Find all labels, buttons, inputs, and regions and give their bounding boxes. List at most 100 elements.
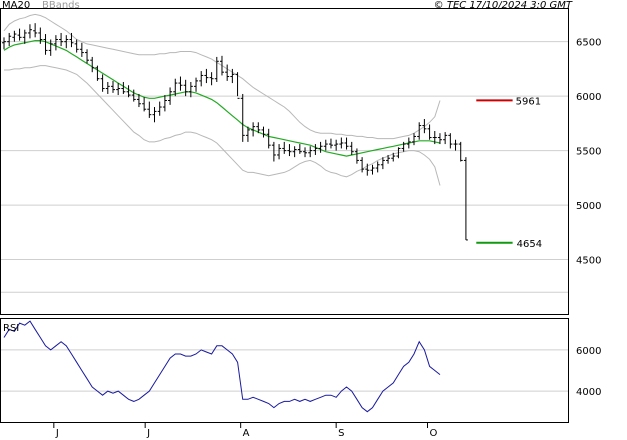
rsi-grid (1, 349, 568, 392)
ohlc-bar-1 (7, 32, 12, 47)
ohlc-bar-85 (443, 132, 448, 145)
ma20-path (3, 40, 441, 157)
ohlc-bar-11 (59, 32, 64, 47)
ohlc-bar-40 (209, 72, 214, 86)
ohlc-bar-87 (453, 139, 458, 151)
ohlc-bar-53 (277, 144, 282, 160)
ohlc-bar-15 (79, 42, 84, 57)
ma20-line (3, 40, 441, 157)
ohlc-bar-36 (188, 81, 193, 98)
ohlc-bar-51 (266, 128, 271, 149)
ohlc-bar-75 (391, 152, 396, 162)
ohlc-bar-88 (458, 141, 463, 162)
x-tick-label-1: J (146, 428, 150, 439)
ohlc-bar-34 (178, 76, 183, 91)
bollinger-bands (3, 13, 441, 186)
ohlc-bar-24 (126, 85, 131, 98)
ohlc-bar-8 (43, 34, 48, 55)
ohlc-bar-57 (297, 144, 302, 154)
ohlc-bar-22 (116, 83, 121, 96)
upper-band (3, 13, 441, 140)
ohlc-bar-52 (271, 141, 276, 162)
ohlc-bar-47 (245, 126, 250, 142)
ohlc-bar-6 (33, 23, 38, 38)
ohlc-bar-60 (313, 144, 318, 155)
ohlc-bar-21 (110, 80, 115, 93)
ohlc-bar-82 (427, 124, 432, 140)
ohlc-bar-78 (406, 137, 411, 149)
ohlc-bar-66 (344, 137, 349, 150)
ohlc-bar-54 (282, 141, 287, 154)
ohlc-bar-79 (412, 133, 417, 146)
price-tick-label-1: 6000 (576, 92, 601, 103)
ohlc-bar-10 (53, 35, 58, 51)
ohlc-bar-9 (48, 39, 53, 56)
x-tick-label-3: S (338, 428, 344, 439)
ohlc-bar-61 (318, 141, 323, 153)
price-panel-frame (0, 8, 569, 315)
ohlc-bar-12 (64, 35, 69, 49)
ohlc-bar-63 (328, 138, 333, 149)
ohlc-bar-69 (360, 157, 365, 173)
x-tick-label-4: O (430, 428, 438, 439)
x-tick-label-0: J (55, 428, 59, 439)
ohlc-bar-33 (173, 78, 178, 97)
ohlc-bar-56 (292, 146, 297, 158)
ohlc-bar-14 (74, 39, 79, 53)
rsi-path (3, 320, 441, 413)
ohlc-bar-18 (95, 65, 100, 81)
ohlc-bar-45 (235, 72, 240, 99)
price-grid (1, 41, 568, 293)
ohlc-bar-64 (334, 139, 339, 151)
ohlc-bar-71 (370, 164, 375, 175)
ohlc-bar-26 (136, 93, 141, 108)
ohlc-bar-29 (152, 107, 157, 123)
ohlc-bar-81 (422, 119, 427, 134)
rsi-panel-frame (0, 318, 569, 423)
ohlc-bar-74 (386, 154, 391, 164)
ohlc-bar-17 (90, 56, 95, 73)
legend-bbands: BBands (42, 0, 80, 11)
ohlc-bar-2 (12, 30, 17, 42)
ohlc-bar-50 (261, 126, 266, 138)
ohlc-bar-37 (194, 77, 199, 92)
rsi-tick-label-1: 4000 (576, 387, 601, 398)
ohlc-bar-19 (100, 74, 105, 92)
level-label-support: 4654 (517, 239, 542, 250)
x-tick-label-2: A (243, 428, 250, 439)
rsi-label: RSI (3, 323, 19, 334)
ohlc-bar-77 (401, 141, 406, 152)
price-tick-label-2: 5500 (576, 147, 601, 158)
ohlc-bar-70 (365, 163, 370, 176)
ohlc-bar-68 (354, 148, 359, 164)
ohlc-bar-84 (437, 133, 442, 145)
price-tick-label-4: 4500 (576, 256, 601, 267)
lower-band (4, 65, 441, 186)
ohlc-bar-39 (204, 68, 209, 84)
ohlc-bar-58 (303, 147, 308, 158)
ohlc-bar-72 (375, 161, 380, 173)
ohlc-bar-30 (157, 101, 162, 116)
ohlc-bars (2, 23, 468, 241)
ohlc-bar-28 (147, 101, 152, 118)
ohlc-bar-59 (308, 146, 313, 158)
ohlc-bar-89 (463, 157, 468, 241)
ohlc-bar-42 (219, 55, 224, 76)
ohlc-bar-80 (417, 122, 422, 140)
legend-ma20: MA20 (2, 0, 30, 11)
ohlc-bar-38 (199, 71, 204, 87)
ohlc-bar-7 (38, 27, 43, 44)
ohlc-bar-3 (17, 28, 22, 41)
price-tick-label-3: 5000 (576, 201, 601, 212)
ohlc-bar-5 (27, 24, 32, 39)
ohlc-bar-41 (214, 56, 219, 82)
level-label-resistance: 5961 (516, 96, 541, 107)
ohlc-bar-35 (183, 79, 188, 97)
ohlc-bar-73 (380, 157, 385, 170)
ohlc-bar-76 (396, 147, 401, 159)
rsi-tick-label-0: 6000 (576, 346, 601, 357)
ohlc-bar-86 (448, 133, 453, 149)
